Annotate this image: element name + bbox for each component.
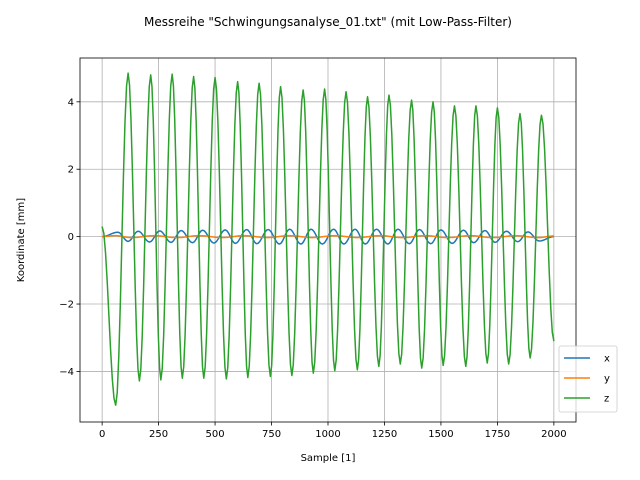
y-axis-label: Koordinate [mm] [16,198,27,282]
x-axis-label: Sample [1] [301,453,356,464]
series-lines [101,72,555,406]
legend: xyz [558,345,618,413]
y-axis-ticks: −4 −2 0 2 4 [59,97,80,378]
legend-label-y: y [604,374,610,385]
x-tick-label: 1000 [315,429,340,440]
y-tick-label: 0 [68,232,74,243]
x-tick-label: 750 [262,429,281,440]
legend-label-z: z [604,394,609,405]
x-tick-label: 1250 [372,429,397,440]
y-tick-label: 4 [68,97,74,108]
x-tick-label: 500 [206,429,225,440]
x-tick-label: 250 [149,429,168,440]
x-tick-label: 0 [99,429,105,440]
y-tick-label: −2 [59,300,74,311]
x-axis-ticks: 0 250 500 750 1000 1250 1500 1750 2000 [99,422,567,440]
legend-label-x: x [604,354,610,365]
x-tick-label: 1500 [428,429,453,440]
x-tick-label: 2000 [541,429,566,440]
y-tick-label: −4 [59,367,74,378]
legend-box [558,345,618,413]
y-tick-label: 2 [68,165,74,176]
series-line-z [101,72,555,406]
x-tick-label: 1750 [485,429,510,440]
chart-title: Messreihe "Schwingungsanalyse_01.txt" (m… [144,15,512,29]
